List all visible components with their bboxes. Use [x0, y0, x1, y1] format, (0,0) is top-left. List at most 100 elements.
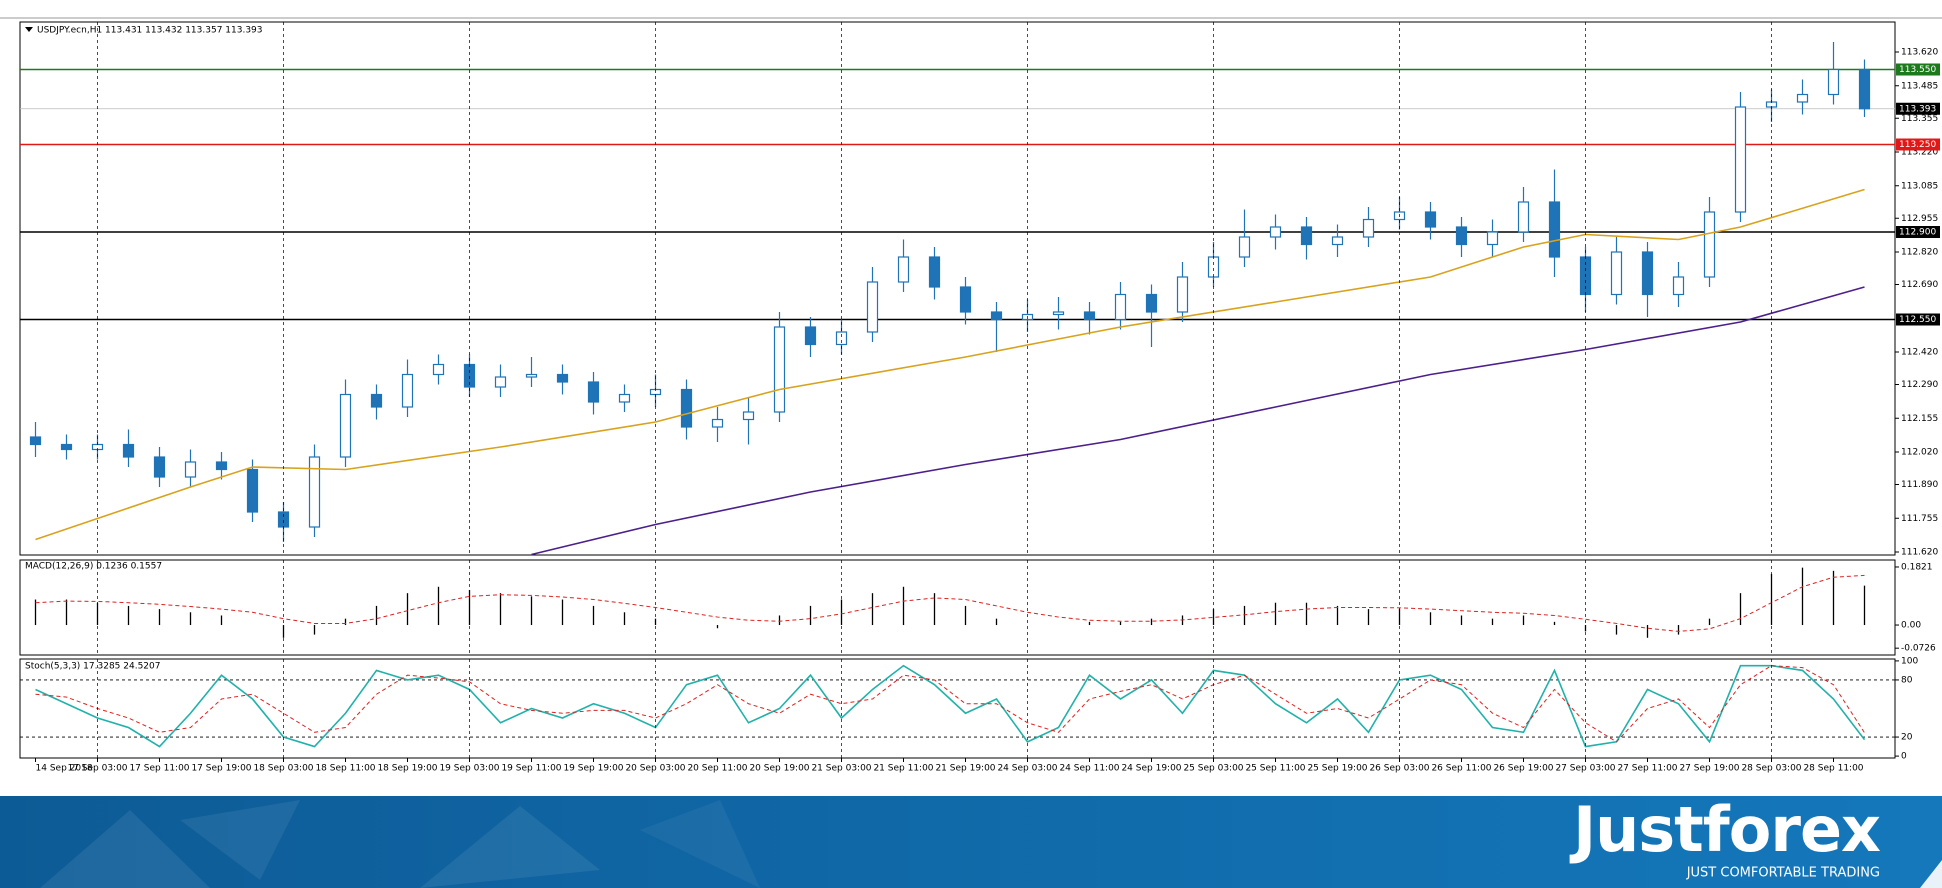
level-label-box — [1896, 226, 1940, 238]
x-tick-label: 14 Sep 2018 — [36, 764, 93, 774]
y-tick-label: 112.955 — [1901, 214, 1938, 224]
candle-body — [1114, 293, 1127, 321]
y-tick-label: 112.420 — [1901, 348, 1938, 358]
x-tick-label: 26 Sep 11:00 — [1431, 764, 1491, 774]
x-tick-label: 21 Sep 11:00 — [873, 764, 933, 774]
x-tick-label: 18 Sep 19:00 — [377, 764, 437, 774]
x-tick-label: 17 Sep 19:00 — [191, 764, 251, 774]
y-tick-label: 111.890 — [1901, 480, 1938, 490]
y-tick-label: 112.155 — [1901, 414, 1938, 424]
background — [0, 0, 1942, 796]
candle-body — [1455, 226, 1468, 246]
candle-body — [1331, 236, 1344, 246]
candle-body — [1858, 68, 1871, 110]
candle-body — [1176, 276, 1189, 313]
level-label: 113.250 — [1899, 140, 1936, 150]
candle-body — [804, 326, 817, 346]
current-price-box — [1896, 102, 1940, 115]
y-tick-label: 112.290 — [1901, 380, 1938, 390]
candle-body — [556, 373, 569, 383]
candle-body — [29, 436, 42, 446]
x-tick-label: 28 Sep 03:00 — [1741, 764, 1801, 774]
y-tick-label: 112.690 — [1901, 280, 1938, 290]
candle-body — [1517, 201, 1530, 233]
candle-body — [773, 326, 786, 413]
x-tick-label: 19 Sep 03:00 — [439, 764, 499, 774]
candle-body — [494, 376, 507, 388]
y-tick-label: 113.220 — [1901, 148, 1938, 158]
candle-body — [1300, 226, 1313, 246]
y-tick-label: 111.620 — [1901, 548, 1938, 558]
candle-body — [928, 256, 941, 288]
indicator-line — [35, 574, 1865, 632]
macd-panel — [19, 559, 1896, 656]
indicator-line — [35, 188, 1865, 541]
y-tick-label: 80 — [1901, 675, 1913, 685]
banner-shape — [40, 810, 210, 888]
y-tick-label: 20 — [1901, 733, 1913, 743]
x-tick-label: 27 Sep 11:00 — [1617, 764, 1677, 774]
x-tick-label: 28 Sep 11:00 — [1803, 764, 1863, 774]
price-title: USDJPY.ecn,H1 113.431 113.432 113.357 11… — [37, 26, 263, 36]
candle-body — [1238, 236, 1251, 258]
candle-body — [1486, 231, 1499, 246]
candle-body — [711, 418, 724, 428]
x-tick-label: 17 Sep 03:00 — [67, 764, 127, 774]
y-tick-label: 113.620 — [1901, 48, 1938, 58]
candle-body — [618, 393, 631, 403]
candle-body — [1827, 68, 1840, 96]
indicator-line — [35, 664, 1866, 748]
brand: Justforex — [1569, 793, 1881, 866]
candle-body — [1269, 226, 1282, 238]
x-tick-label: 18 Sep 11:00 — [315, 764, 375, 774]
x-tick-label: 21 Sep 03:00 — [811, 764, 871, 774]
x-tick-label: 24 Sep 11:00 — [1059, 764, 1119, 774]
candle-body — [897, 256, 910, 283]
candle-body — [1703, 211, 1716, 278]
banner-shape — [1920, 860, 1942, 888]
tagline: JUST COMFORTABLE TRADING — [1686, 866, 1880, 881]
candle-body — [153, 456, 166, 478]
level-label-box — [1896, 138, 1940, 151]
y-tick-label: 0 — [1901, 752, 1907, 762]
candle-body — [587, 381, 600, 403]
current-price-label: 113.393 — [1899, 104, 1936, 114]
banner: Justforex JUST COMFORTABLE TRADING — [0, 793, 1942, 888]
candle-body — [866, 281, 879, 333]
indicator-line — [35, 665, 1865, 743]
candle-body — [215, 461, 228, 471]
level-label-box — [1896, 63, 1940, 76]
candle-body — [835, 331, 848, 346]
x-tick-label: 25 Sep 03:00 — [1183, 764, 1243, 774]
level-label: 113.550 — [1899, 65, 1936, 75]
candle-body — [742, 411, 755, 421]
y-tick-label: 112.020 — [1901, 448, 1938, 458]
x-tick-label: 26 Sep 03:00 — [1369, 764, 1429, 774]
candle-body — [680, 388, 693, 428]
candle-body — [1362, 218, 1375, 238]
candle-body — [990, 311, 1003, 321]
x-tick-label: 27 Sep 19:00 — [1679, 764, 1739, 774]
candle-body — [339, 393, 352, 458]
candle-body — [959, 286, 972, 313]
y-tick-label: 113.085 — [1901, 181, 1938, 191]
x-tick-label: 20 Sep 03:00 — [625, 764, 685, 774]
x-tick-label: 20 Sep 11:00 — [687, 764, 747, 774]
stoch-title: Stoch(5,3,3) 17.3285 24.5207 — [25, 662, 160, 672]
candle-body — [60, 443, 73, 451]
candle-body — [1734, 106, 1747, 213]
candle-body — [370, 393, 383, 408]
x-tick-label: 26 Sep 19:00 — [1493, 764, 1553, 774]
banner-bg — [0, 796, 1942, 888]
x-tick-label: 18 Sep 03:00 — [253, 764, 313, 774]
candle-body — [525, 373, 538, 378]
candle-body — [1672, 276, 1685, 296]
candle-body — [122, 443, 135, 458]
y-tick-label: 111.755 — [1901, 514, 1938, 524]
y-tick-label: 0.1821 — [1901, 562, 1933, 572]
x-tick-label: 17 Sep 11:00 — [129, 764, 189, 774]
panel-arrow — [25, 27, 33, 32]
y-tick-label: 113.355 — [1901, 114, 1938, 124]
level-label: 112.550 — [1899, 315, 1936, 325]
banner-shape — [180, 800, 300, 880]
